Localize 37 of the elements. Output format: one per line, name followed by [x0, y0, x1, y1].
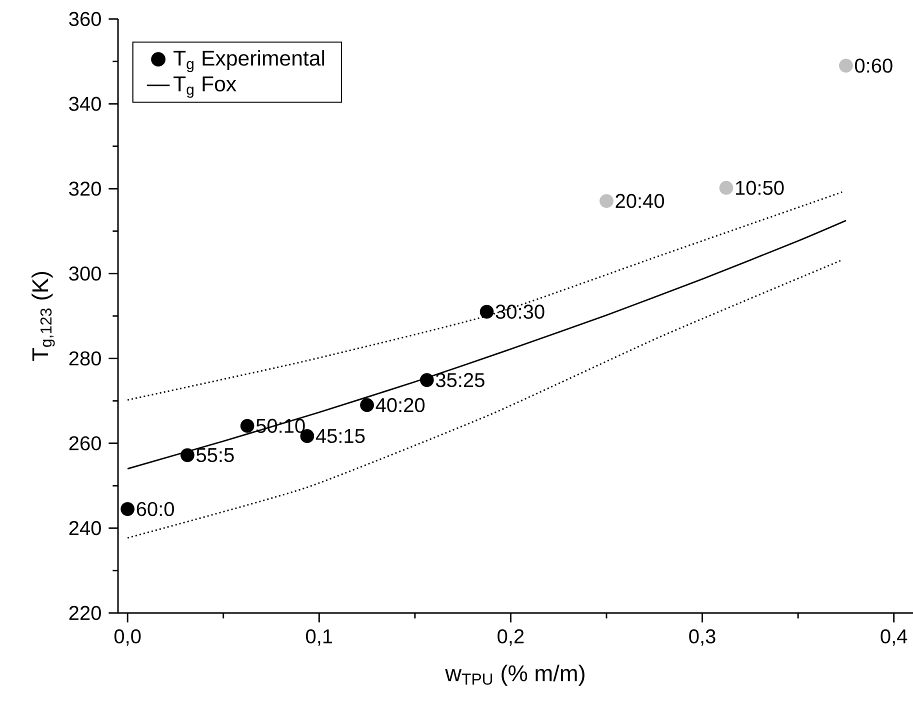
point: [240, 418, 254, 433]
line-series: [126, 259, 843, 539]
x-tick-label: 0,0: [114, 629, 141, 646]
point: [719, 180, 734, 195]
annotation: 30:30: [496, 304, 544, 319]
legend-label: T$_{g}$ Fox: [174, 76, 236, 98]
annotation: 45:15: [316, 429, 365, 444]
y-tick-label: 280: [69, 351, 101, 366]
x-tick-label: 0,1: [306, 629, 332, 646]
x-tick-label: 0,2: [498, 629, 524, 646]
y-tick-label: 240: [69, 521, 101, 536]
annotation: 60:0: [136, 502, 174, 516]
line-series: [126, 220, 847, 470]
annotation: 35:25: [436, 372, 484, 388]
y-tick-label: 300: [69, 266, 101, 281]
x-axis-title: w$_{TPU}$ (% m/m): [445, 664, 584, 686]
point: [600, 194, 614, 208]
annotation: 0:60: [855, 58, 892, 73]
legend-label: T$_{g}$ Experimental: [174, 50, 324, 72]
point: [420, 373, 434, 388]
y-tick-label: 360: [69, 12, 101, 26]
point: [360, 398, 374, 412]
y-tick-label: 320: [69, 182, 101, 196]
y-tick-label: 260: [69, 436, 101, 450]
point: [480, 304, 494, 319]
point: [839, 58, 853, 73]
annotation: 55:5: [196, 448, 234, 462]
x-tick-label: 0,3: [689, 629, 716, 646]
y-tick-label: 220: [69, 606, 101, 620]
annotation: 40:20: [376, 398, 425, 412]
annotation: 20:40: [616, 194, 664, 208]
point: [120, 502, 135, 516]
y-tick-label: 340: [69, 96, 101, 111]
y-axis-title: T$_{g,123}$ (K): [32, 272, 55, 361]
point: [180, 448, 194, 462]
annotation: 10:50: [736, 180, 784, 195]
x-tick-label: 0,4: [880, 629, 908, 646]
